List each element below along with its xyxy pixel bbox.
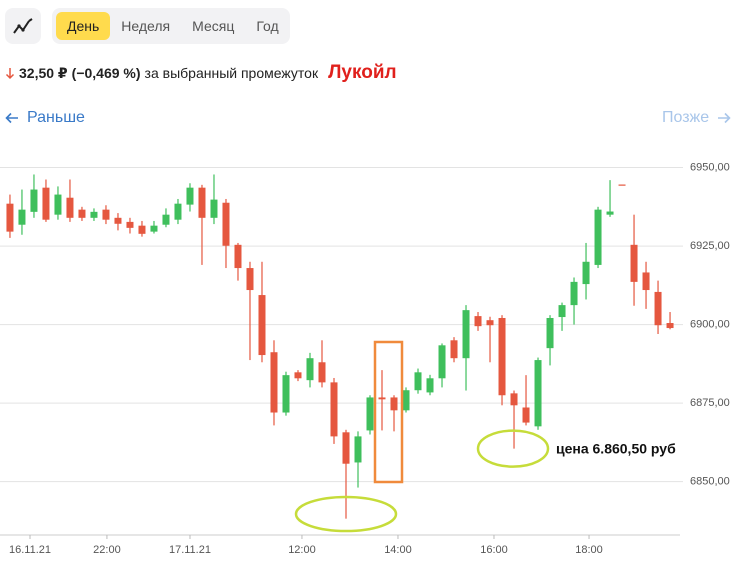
candle-body: [522, 407, 530, 423]
y-tick-label: 6925,00: [690, 240, 730, 252]
candle-body: [486, 320, 494, 326]
candle-body: [378, 397, 386, 400]
candle-body: [54, 194, 62, 215]
candle-body: [666, 323, 674, 329]
candle-body: [90, 211, 98, 218]
x-tick-label: 16:00: [480, 544, 508, 556]
candle-body: [210, 199, 218, 218]
tab[interactable]: День: [56, 12, 111, 40]
candle-body: [114, 217, 122, 224]
candle-body: [654, 291, 662, 326]
candle-body: [426, 378, 434, 393]
change: 32,50 ₽: [19, 64, 68, 81]
candle-body: [150, 225, 158, 232]
period: за выбранный промежуток: [144, 65, 319, 81]
candle-body: [630, 244, 638, 282]
y-tick-label: 6900,00: [690, 318, 730, 330]
candle-body: [294, 372, 302, 379]
candle-body: [186, 187, 194, 205]
later-button[interactable]: Позже: [662, 109, 731, 127]
earlier: Раньше: [27, 109, 85, 126]
candle-body: [642, 272, 650, 291]
candle-body: [66, 197, 74, 218]
candle-body: [246, 268, 254, 291]
tab[interactable]: Год: [256, 18, 279, 34]
candle-body: [198, 187, 206, 218]
candle-body: [6, 203, 14, 232]
y-tick-label: 6950,00: [690, 161, 730, 173]
candle-body: [330, 382, 338, 437]
candle-body: [594, 209, 602, 265]
x-tick-label: 12:00: [288, 544, 316, 556]
annotation: цена 6.860,50 руб: [556, 440, 676, 456]
candle-body: [582, 261, 590, 285]
x-tick-label: 14:00: [384, 544, 412, 556]
change-pct: (−0,469 %): [71, 65, 141, 81]
candle-body: [390, 397, 398, 411]
candle-body: [474, 316, 482, 327]
candle-body: [498, 317, 506, 396]
tab[interactable]: Неделя: [121, 18, 171, 34]
highlight-ellipse: [476, 429, 550, 468]
tab[interactable]: Месяц: [192, 18, 235, 34]
candle-body: [606, 211, 614, 215]
candle-body: [558, 305, 566, 318]
x-tick-label: 17.11.21: [169, 544, 211, 556]
right-arrow: [718, 112, 731, 124]
left-arrow: [5, 112, 18, 124]
candle-body: [342, 432, 350, 464]
candle-body: [270, 352, 278, 413]
candle-body: [354, 436, 362, 463]
candle-body: [306, 358, 314, 381]
candle-body: [138, 225, 146, 234]
highlight-ellipse: [294, 495, 398, 533]
candle-body: [78, 209, 86, 218]
later: Позже: [662, 109, 710, 126]
candle-body: [462, 310, 470, 359]
candle-body: [162, 214, 170, 225]
y-tick-label: 6875,00: [690, 397, 730, 409]
candle-body: [174, 203, 182, 220]
candle-body: [318, 362, 326, 383]
candle-body: [222, 202, 230, 246]
earlier-button[interactable]: Раньше: [5, 109, 85, 127]
candle-body: [282, 375, 290, 413]
candle-body: [534, 360, 542, 427]
highlight-box: [373, 340, 404, 484]
candle-body: [234, 244, 242, 269]
candle-body: [546, 317, 554, 349]
x-tick-label: 22:00: [93, 544, 121, 556]
icon: [13, 18, 33, 34]
period-tabs: День Неделя Месяц Год: [52, 8, 290, 44]
candle-body: [450, 340, 458, 359]
candle-body: [126, 221, 134, 228]
y-tick-label: 6850,00: [690, 476, 730, 488]
change-row: 32,50 ₽ (−0,469 %) за выбранный промежут…: [5, 62, 397, 84]
candle-body: [438, 345, 446, 379]
x-tick-label: 16.11.21: [9, 544, 51, 556]
candle-body: [402, 390, 410, 411]
candle-body: [570, 281, 578, 306]
ticker: Лукойл: [328, 62, 397, 83]
candle-body: [510, 393, 518, 406]
down-arrow: [5, 68, 15, 80]
chart-type-button[interactable]: [5, 8, 41, 44]
candle-body: [30, 189, 38, 212]
candle-body: [18, 209, 26, 225]
candle-body: [366, 397, 374, 431]
candle-body: [102, 209, 110, 220]
candle-body: [42, 187, 50, 220]
candle-body: [414, 372, 422, 391]
candle-body: [258, 295, 266, 356]
x-tick-label: 18:00: [575, 544, 603, 556]
candle-body: [618, 184, 626, 186]
